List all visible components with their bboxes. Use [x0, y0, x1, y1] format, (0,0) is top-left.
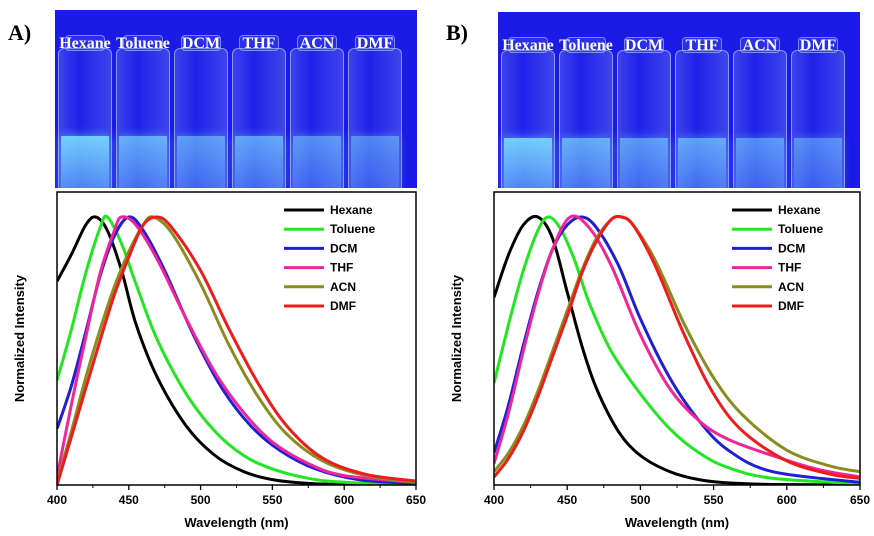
vial-dmf	[791, 37, 845, 188]
vial-liquid	[235, 136, 283, 188]
vial-neck	[297, 35, 337, 51]
legend-label-acn: ACN	[330, 280, 356, 294]
x-tick-label: 650	[850, 493, 870, 507]
vial-neck	[740, 37, 780, 53]
series-line-thf	[57, 215, 416, 484]
solvent-label: ACN	[299, 35, 335, 52]
legend-label-hexane: Hexane	[330, 203, 373, 217]
series-line-toluene	[494, 215, 860, 485]
photo-panel-b: Hexane Toluene DCM THF ACN DMF	[498, 12, 860, 188]
legend-label-thf: THF	[330, 261, 353, 275]
solvent-label: THF	[242, 35, 276, 52]
solvent-label: THF	[685, 37, 719, 54]
vial-neck	[181, 35, 221, 51]
vial-toluene	[559, 37, 613, 188]
vial-liquid	[504, 138, 552, 188]
x-tick-label: 550	[704, 493, 724, 507]
vial-liquid	[61, 136, 109, 188]
vial-neck	[123, 35, 163, 51]
vial-neck	[624, 37, 664, 53]
y-axis-label: Normalized Intensity	[449, 274, 464, 402]
x-tick-label: 400	[484, 493, 504, 507]
vial-toluene	[116, 35, 170, 188]
legend-label-dmf: DMF	[330, 299, 356, 313]
legend-label-hexane: Hexane	[778, 203, 821, 217]
series-group	[57, 214, 416, 485]
series-line-dmf	[57, 215, 416, 485]
x-axis-label: Wavelength (nm)	[625, 515, 729, 530]
vial-liquid	[620, 138, 668, 188]
vial-neck	[239, 35, 279, 51]
legend-label-toluene: Toluene	[330, 222, 375, 236]
solvent-label: DMF	[356, 35, 394, 52]
solvent-label: Hexane	[59, 35, 111, 52]
panel-a-letter: A)	[8, 20, 32, 45]
solvent-label: ACN	[742, 37, 778, 54]
vial-liquid	[177, 136, 225, 188]
vial-hexane	[501, 37, 555, 188]
vial-neck	[355, 35, 395, 51]
series-line-acn	[57, 215, 416, 484]
series-line-dcm	[57, 215, 416, 485]
solvent-label: Toluene	[116, 35, 170, 52]
vial-liquid	[293, 136, 341, 188]
vial-liquid	[119, 136, 167, 188]
series-line-hexane	[57, 215, 416, 485]
x-tick-label: 650	[406, 493, 426, 507]
legend-label-dmf: DMF	[778, 299, 804, 313]
chart-panel-b: 400 450 500 550 600 650 Wavelength (nm) Normali…	[449, 191, 870, 530]
vial-dmf	[348, 35, 402, 188]
vial-acn	[290, 35, 344, 188]
solvent-label: DCM	[181, 35, 221, 52]
photo-panel-a: Hexane Toluene DCM THF ACN DMF	[55, 10, 417, 188]
series-line-toluene	[57, 214, 416, 485]
solvent-label: Toluene	[559, 37, 613, 54]
vial-thf	[675, 37, 729, 188]
vial-liquid	[678, 138, 726, 188]
x-tick-label: 400	[47, 493, 67, 507]
vial-liquid	[736, 138, 784, 188]
solvent-label: DMF	[799, 37, 837, 54]
vial-neck	[798, 37, 838, 53]
legend-label-thf: THF	[778, 261, 801, 275]
x-tick-label: 600	[334, 493, 354, 507]
vial-neck	[682, 37, 722, 53]
vial-liquid	[562, 138, 610, 188]
x-tick-label: 450	[119, 493, 139, 507]
legend-label-dcm: DCM	[330, 241, 357, 255]
vial-hexane	[58, 35, 112, 188]
panel-b-letter: B)	[446, 20, 468, 45]
vial-neck	[65, 35, 105, 51]
solvent-label: Hexane	[502, 37, 554, 54]
legend-label-dcm: DCM	[778, 241, 805, 255]
series-line-dmf	[494, 214, 860, 480]
chart-panel-a: 400 450 500 550 600 650 Wavelength (nm) Normali…	[12, 191, 426, 530]
x-tick-label: 450	[557, 493, 577, 507]
x-tick-label: 550	[262, 493, 282, 507]
vial-thf	[232, 35, 286, 188]
vial-neck	[508, 37, 548, 53]
x-tick-label: 500	[630, 493, 650, 507]
x-tick-label: 600	[777, 493, 797, 507]
vial-liquid	[351, 136, 399, 188]
y-axis-label: Normalized Intensity	[12, 274, 27, 402]
vial-dcm	[617, 37, 671, 188]
solvent-label: DCM	[624, 37, 664, 54]
vial-liquid	[794, 138, 842, 188]
series-line-thf	[494, 214, 860, 479]
vial-acn	[733, 37, 787, 188]
x-tick-label: 500	[191, 493, 211, 507]
series-group	[494, 214, 860, 485]
legend-label-toluene: Toluene	[778, 222, 823, 236]
x-axis-label: Wavelength (nm)	[184, 515, 288, 530]
vial-dcm	[174, 35, 228, 188]
series-line-hexane	[494, 214, 860, 485]
legend-label-acn: ACN	[778, 280, 804, 294]
vial-neck	[566, 37, 606, 53]
